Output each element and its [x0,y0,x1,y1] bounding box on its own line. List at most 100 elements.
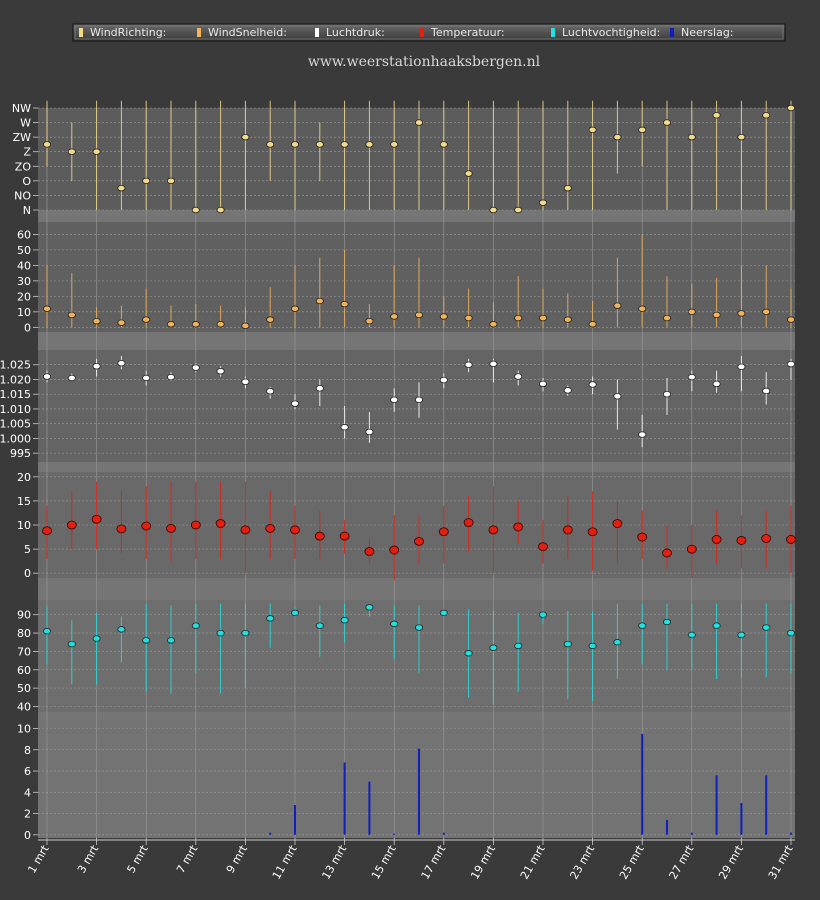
y-tick-label: 60 [17,228,31,241]
y-tick-label: 40 [17,259,31,272]
data-point [117,319,126,326]
data-point [737,310,746,317]
y-tick-label: 2 [24,808,31,821]
x-tick-label: 25 mrt [617,842,647,881]
data-point [464,650,473,657]
data-point [340,300,349,308]
data-point [43,373,52,380]
data-point [687,631,696,639]
data-point [216,321,225,328]
panel-background [38,350,795,462]
legend-label: WindRichting: [90,26,166,39]
data-point [241,629,250,637]
data-point [92,317,101,325]
data-point [241,322,250,330]
x-tick-label: 31 mrt [766,842,796,881]
y-tick-label: 90 [17,609,31,622]
data-point [117,626,126,633]
data-point [365,141,374,148]
data-point [762,387,771,395]
data-point [414,119,423,126]
data-point [761,534,772,543]
data-point [563,184,572,192]
y-tick-label: 20 [17,290,31,303]
legend-swatch [315,28,319,37]
series-windsnelheid [43,234,796,330]
x-tick-label: 5 mrt [125,842,152,875]
data-point [439,141,448,148]
data-point [489,360,498,368]
data-point [613,393,622,400]
y-tick-label: NW [12,102,31,115]
data-point [340,141,349,148]
data-point [43,628,52,635]
data-point [92,363,101,370]
data-point [166,321,175,328]
data-point [711,535,722,544]
data-point [663,314,672,322]
data-point [588,126,597,134]
data-point [737,631,746,639]
legend-label: WindSnelheid: [208,26,287,39]
data-point [439,609,448,617]
data-point [414,311,423,319]
y-tick-label: 10 [17,723,31,736]
data-point [240,525,251,535]
data-point [787,104,796,112]
data-point [439,313,448,320]
data-point [339,531,350,541]
data-point [514,314,523,322]
data-point [712,311,721,319]
legend-swatch [670,28,674,37]
data-point [463,518,474,527]
y-tick-label: 4 [24,786,31,799]
y-tick-label: 1.010 [0,403,31,416]
data-point [686,544,697,554]
series-temperatuur [42,481,796,581]
data-point [241,378,250,386]
data-point [712,622,721,629]
data-point [117,184,126,192]
data-point [315,385,324,392]
x-axis: 1 mrt 3 mrt 5 mrt 7 mrt 9 mrt 11 mrt 13 mrt 15 … [25,838,796,882]
data-point [414,624,423,631]
data-point [539,314,548,322]
data-point [42,526,52,536]
data-point [67,640,76,648]
x-tick-label: 1 mrt [25,842,52,875]
data-point [687,373,696,381]
y-tick-label: 70 [17,645,31,658]
data-point [67,311,76,319]
data-point [67,148,76,155]
data-point [364,547,375,556]
data-point [117,360,126,367]
data-point [265,523,276,533]
data-point [166,637,175,644]
data-point [266,141,275,148]
y-tick-label: 40 [17,700,31,713]
data-point [539,611,548,618]
panel-background [38,600,795,712]
legend-label: Luchtdruk: [326,26,385,39]
data-point [538,542,548,552]
data-point [514,206,523,214]
data-point [588,642,597,650]
legend-swatch [79,28,83,37]
legend-swatch [197,28,201,37]
data-point [762,308,771,316]
data-point [563,640,572,648]
x-tick-label: 3 mrt [75,842,102,875]
data-point [638,431,647,438]
data-point [66,520,77,530]
y-tick-label: 50 [17,244,31,257]
data-point [116,524,127,534]
y-tick-label: 0 [24,829,31,842]
data-point [241,133,250,141]
data-point [488,525,499,535]
data-point [414,536,424,546]
data-point [687,133,696,141]
legend: WindRichting: WindSnelheid: Luchtdruk: T… [72,23,786,42]
legend-label: Neerslag: [681,26,734,39]
data-point [191,622,200,629]
